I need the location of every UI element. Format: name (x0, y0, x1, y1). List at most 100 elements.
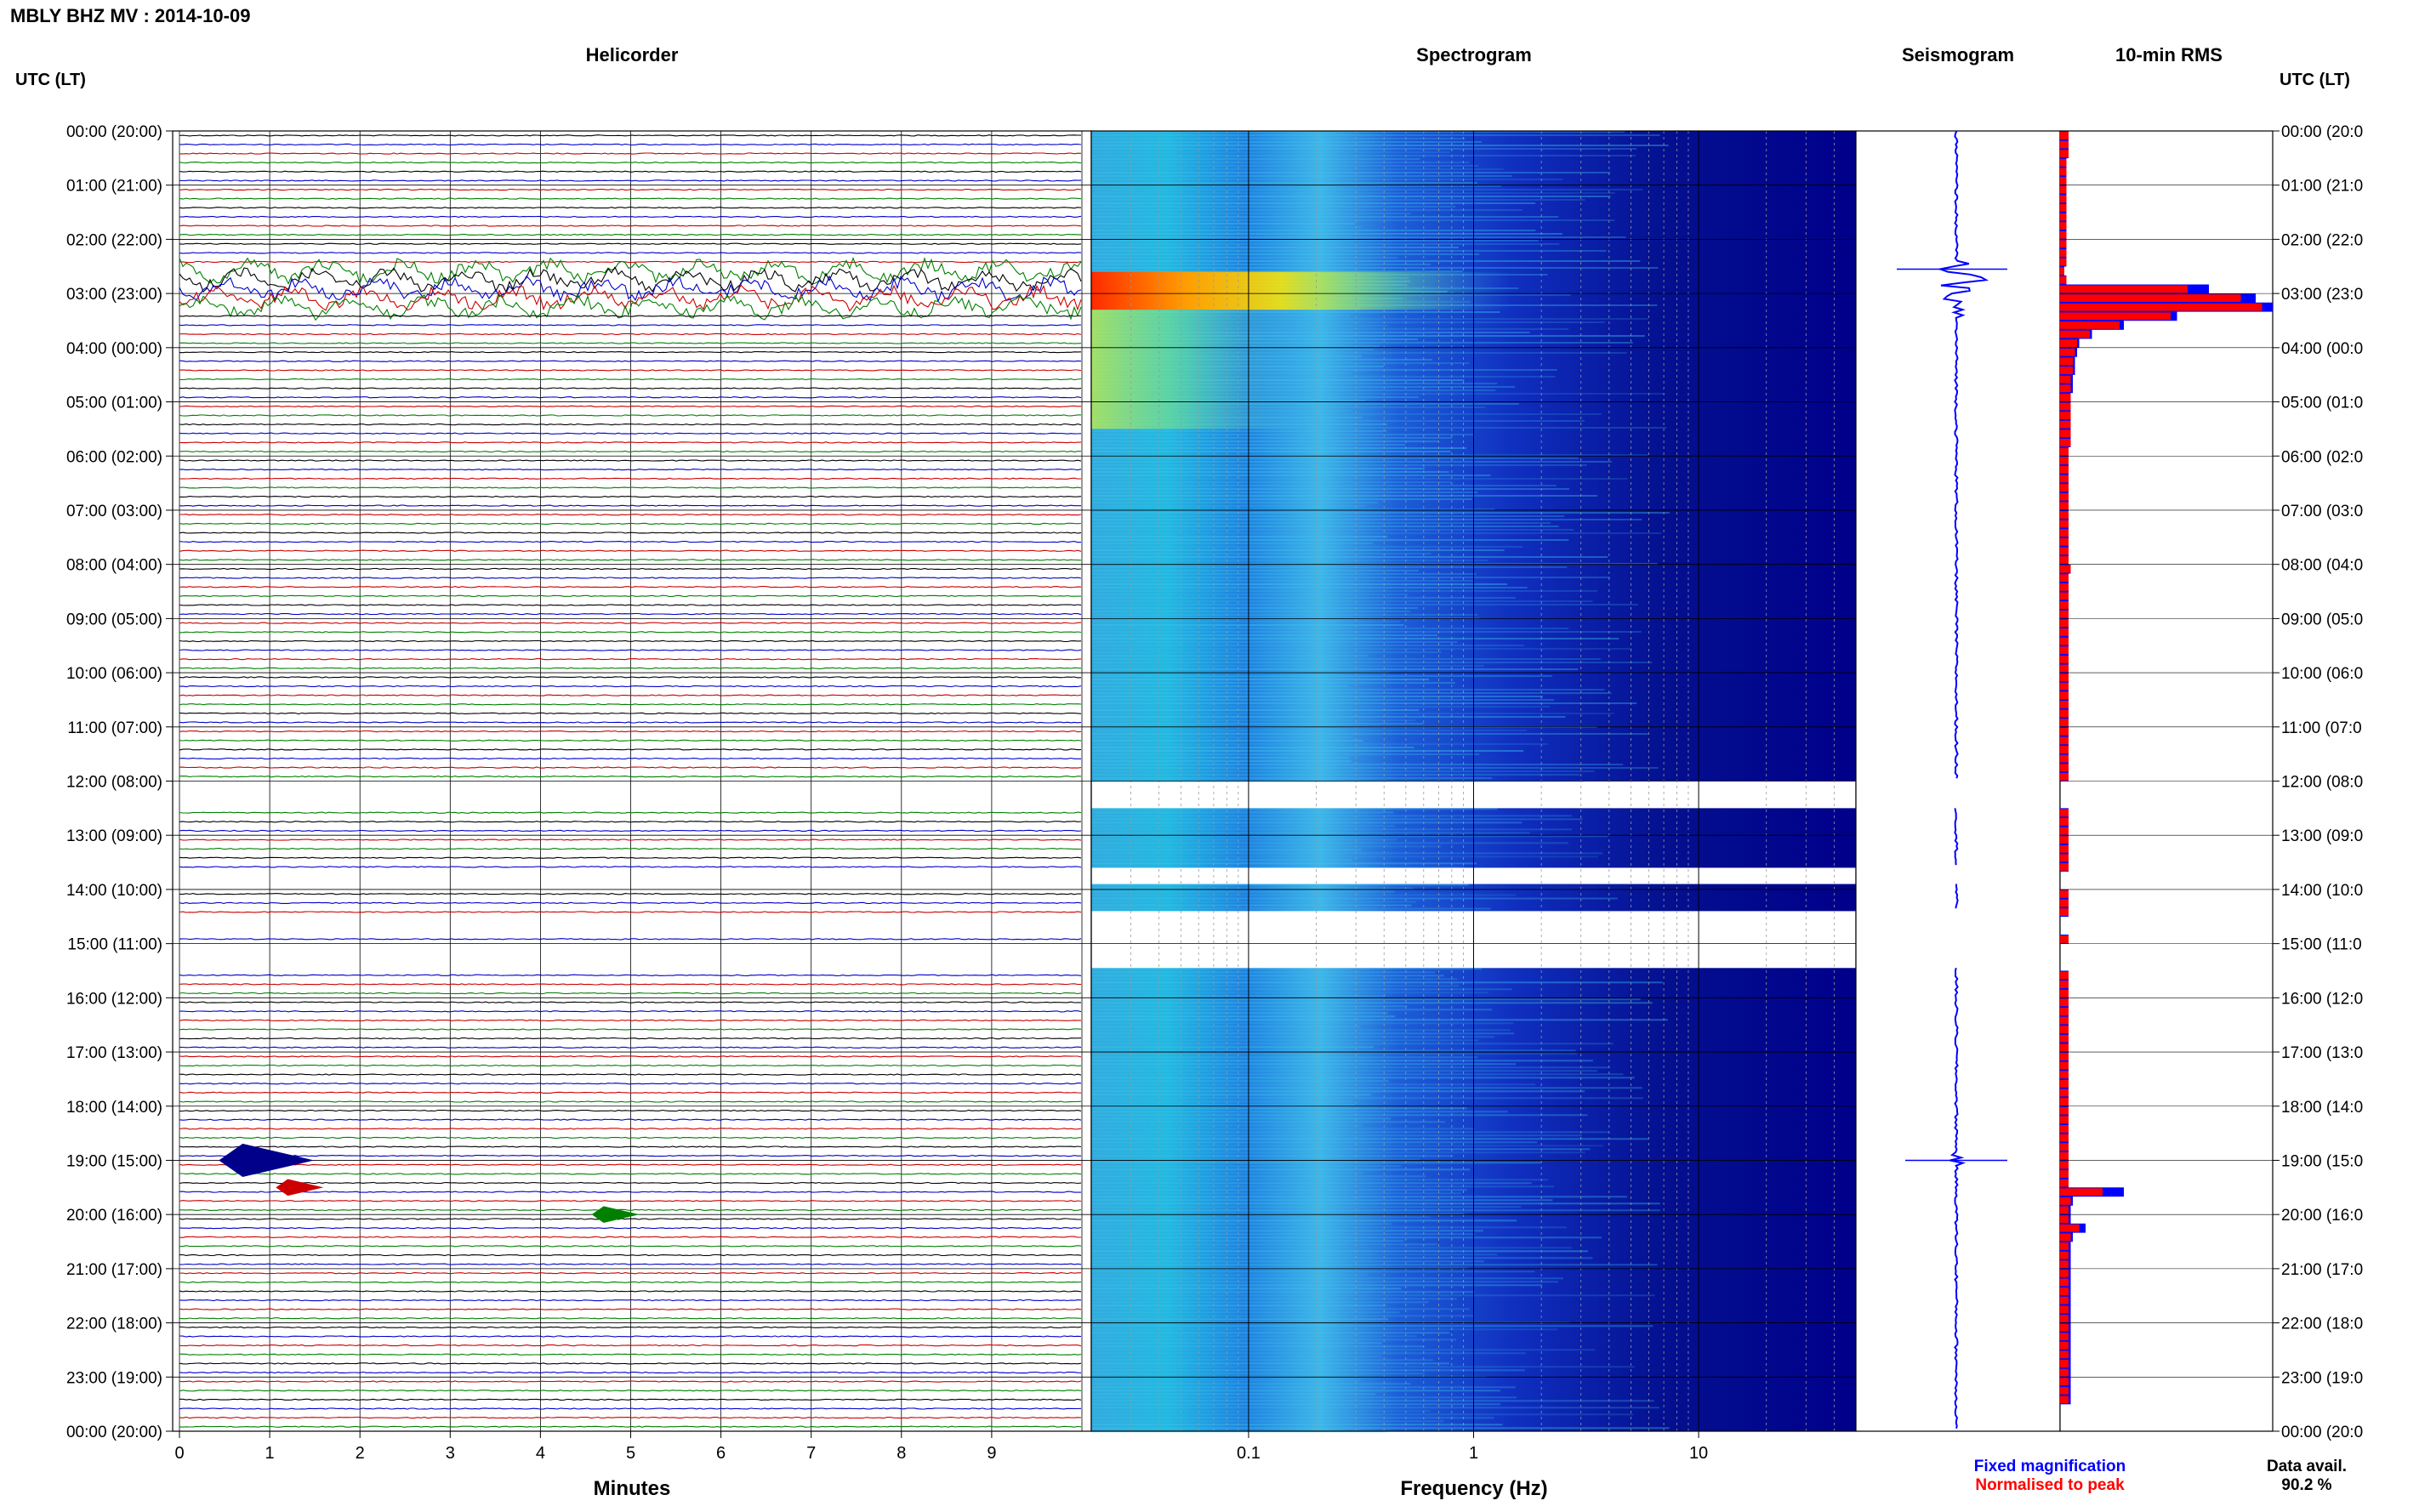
spectrogram-noise-band (1091, 495, 1598, 497)
spectrogram-noise-band (1091, 845, 1442, 848)
spectrogram-noise-band (1091, 1335, 1417, 1338)
spectrogram-noise-band (1091, 894, 1517, 896)
helicorder-trace (179, 1191, 1082, 1193)
rms-bar-normalised (2060, 1251, 2069, 1259)
helicorder-trace (179, 495, 1082, 498)
rms-bar-normalised (2060, 357, 2073, 366)
spectrogram-noise-band (1091, 597, 1516, 599)
spectrogram-noise-band (1091, 556, 1608, 558)
rms-bar-normalised (2060, 222, 2067, 230)
hour-label-left: 11:00 (07:00) (67, 719, 162, 737)
helicorder-trace (179, 856, 1082, 859)
spectrogram-noise-band (1091, 1182, 1532, 1185)
spectrogram-noise-band (1091, 145, 1669, 146)
rms-title: 10-min RMS (2115, 44, 2223, 65)
rms-bar-normalised (2060, 1368, 2069, 1377)
spectrogram-noise-band (1091, 1349, 1596, 1351)
helicorder-trace (179, 1010, 1082, 1013)
rms-bar-normalised (2060, 140, 2069, 149)
rms-bar-normalised (2060, 412, 2071, 420)
hour-labels: 00:00 (20:00) 01:00 (21:00) 02:00 (22:00) 0… (66, 123, 2363, 1441)
spectrogram-noise-band (1091, 131, 1625, 133)
spectrogram-noise-band (1091, 662, 1653, 663)
spectrogram-noise-band (1091, 1274, 1369, 1276)
spectrogram-noise-band (1091, 692, 1612, 694)
rms-bar-normalised (2060, 836, 2069, 844)
rms-bar-normalised (2060, 537, 2069, 546)
spectrogram-noise-band (1091, 1410, 1431, 1413)
spectrogram-noise-band (1091, 849, 1362, 851)
helicorder-trace (179, 1308, 1082, 1310)
spectrogram-noise-band (1091, 250, 1607, 252)
spectrogram-noise-band (1091, 699, 1555, 701)
rms-bar-normalised (2060, 827, 2069, 835)
helicorder-trace (179, 594, 1082, 597)
helicorder-trace (179, 639, 1082, 643)
helicorder-trace (179, 1335, 1082, 1338)
spectrogram-noise-band (1091, 532, 1662, 534)
spectrogram-noise-band (1091, 638, 1619, 639)
hour-label-right: 13:00 (09:0 (2281, 827, 2363, 845)
helicorder-trace (179, 1253, 1082, 1257)
rms-bar-normalised (2060, 998, 2069, 1007)
hour-label-right: 20:00 (16:0 (2281, 1207, 2363, 1225)
hour-label-right: 14:00 (10:0 (2281, 882, 2363, 900)
rms-bar-normalised (2060, 150, 2069, 158)
rms-bar-normalised (2060, 1170, 2069, 1178)
spectrogram-noise-band (1091, 747, 1414, 748)
spectrogram-noise-band (1091, 447, 1467, 449)
spectrogram-noise-band (1091, 607, 1419, 609)
helicorder-trace (179, 676, 1082, 679)
rms-bar-normalised (2060, 646, 2069, 655)
minute-tick-label: 9 (987, 1444, 996, 1463)
spectrogram-noise-band (1091, 1121, 1446, 1123)
spectrogram-noise-band (1091, 1226, 1567, 1229)
spectrogram-noise-band (1091, 682, 1455, 684)
spectrogram-noise-band (1091, 1009, 1493, 1011)
spectrogram-noise-band (1091, 230, 1536, 231)
helicorder-trace (179, 170, 1082, 173)
helicorder-trace (179, 477, 1082, 480)
helicorder-trace (179, 622, 1082, 624)
rms-bar-normalised (2060, 844, 2069, 853)
rms-bar-normalised (2060, 610, 2069, 618)
spectrogram-noise-band (1091, 628, 1569, 629)
spectrogram-noise-band (1091, 468, 1426, 469)
spectrogram-noise-band (1091, 515, 1565, 517)
hour-label-left: 13:00 (09:00) (66, 827, 162, 845)
spectrogram-noise-band (1091, 998, 1641, 1001)
spectrogram-noise-band (1091, 1046, 1374, 1049)
helicorder-trace (179, 414, 1081, 417)
spectrogram-noise-band (1091, 730, 1528, 731)
rms-bar-normalised (2060, 529, 2069, 537)
hour-label-left: 18:00 (14:00) (66, 1099, 162, 1117)
spectrogram-noise-band (1091, 890, 1395, 893)
spectrogram-noise-band (1091, 767, 1659, 769)
spectrogram-noise-band (1091, 1417, 1494, 1419)
spectrogram-noise-band (1091, 199, 1585, 201)
helicorder-trace (179, 378, 1082, 381)
rms-bar-normalised (2060, 1016, 2069, 1025)
spectrogram-noise-band (1091, 1315, 1475, 1317)
spectrogram-noise-band (1091, 492, 1478, 493)
rms-bar-normalised (2060, 1395, 2069, 1404)
frequency-tick-label: 1 (1469, 1444, 1478, 1463)
rms-bar-normalised (2060, 809, 2069, 817)
spectrogram-noise-band (1091, 1352, 1526, 1355)
spectrogram-noise-band (1091, 842, 1569, 844)
hour-label-right: 02:00 (22:0 (2281, 231, 2363, 249)
spectrogram-noise-band (1091, 971, 1436, 974)
spectrogram-title: Spectrogram (1416, 44, 1532, 65)
spectrogram-noise-band (1091, 631, 1642, 633)
spectrogram-noise-band (1091, 621, 1401, 622)
spectrogram-noise-band (1091, 901, 1416, 903)
helicorder-panel: 0 1 2 3 4 5 6 7 8 9 (172, 130, 1092, 1463)
hour-label-right: 12:00 (08:0 (2281, 774, 2363, 792)
hour-label-left: 09:00 (05:00) (66, 611, 162, 628)
rms-bar-normalised (2060, 1071, 2069, 1079)
rms-bar-normalised (2060, 1323, 2069, 1332)
rms-bar-normalised (2060, 258, 2067, 266)
spectrogram-noise-band (1091, 828, 1573, 831)
spectrogram-noise-band (1091, 852, 1603, 855)
helicorder-trace (179, 324, 1082, 327)
